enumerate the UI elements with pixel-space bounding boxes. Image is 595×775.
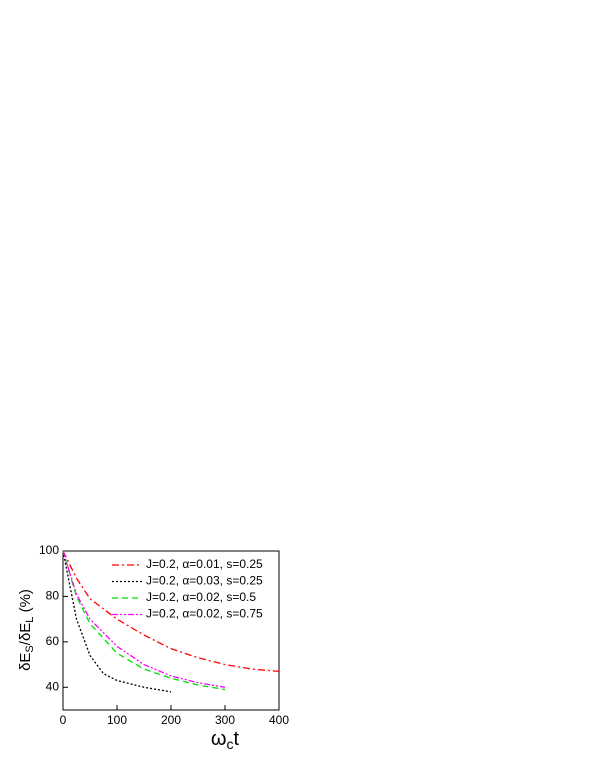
legend-label: J=0.2, α=0.02, s=0.5 — [146, 590, 256, 604]
y-label-s2: L — [24, 617, 36, 623]
y-tick-label: 40 — [46, 679, 60, 693]
x-tick-label: 300 — [215, 713, 235, 727]
y-tick-label: 60 — [46, 634, 60, 648]
legend-label: J=0.2, α=0.02, s=0.75 — [146, 607, 263, 621]
x-label-sub: c — [227, 736, 234, 752]
y-axis-label: δES/δEL (%) — [17, 589, 36, 671]
y-label-s1: S — [24, 645, 36, 652]
series-line — [62, 550, 226, 688]
x-label-main: ω — [211, 728, 227, 750]
legend-label: J=0.2, α=0.01, s=0.25 — [146, 557, 263, 571]
y-label-p2: /δE — [17, 623, 34, 646]
y-label-p1: δE — [17, 653, 34, 671]
legend-label: J=0.2, α=0.03, s=0.25 — [146, 574, 263, 588]
x-tick-label: 0 — [60, 713, 67, 727]
y-tick-label: 100 — [39, 543, 59, 557]
series-line — [62, 550, 280, 673]
x-axis-label: ωct — [211, 728, 240, 751]
y-label-p3: (%) — [17, 589, 34, 617]
x-tick-label: 200 — [161, 713, 181, 727]
series-line — [62, 550, 226, 691]
series-line — [62, 550, 172, 693]
y-tick-label: 80 — [46, 589, 60, 603]
x-tick-label: 100 — [107, 713, 127, 727]
x-tick-label: 400 — [269, 713, 289, 727]
x-label-rest: t — [234, 728, 240, 750]
